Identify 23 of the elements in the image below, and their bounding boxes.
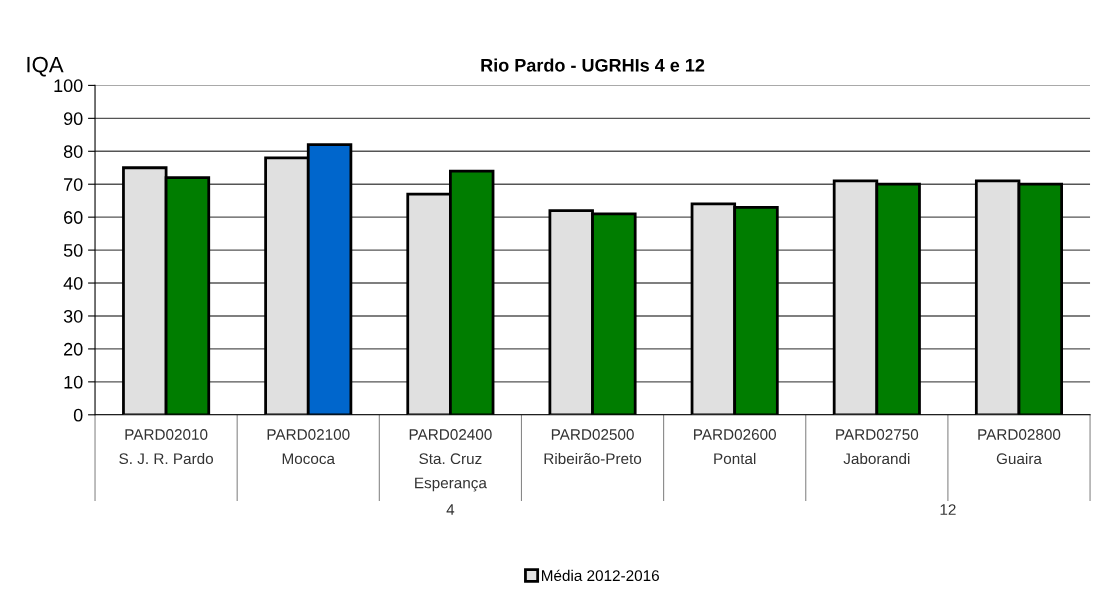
x-tick-label: PARD02600 Pontal: [694, 429, 776, 465]
x-tick-label: PARD02750 Jaborandi: [836, 429, 919, 465]
y-tick-label: 0: [73, 408, 83, 422]
y-tick-label: 30: [63, 309, 83, 323]
text: 4: [446, 504, 455, 515]
x-tick-label: PARD02400 Sta. Cruz Esperança: [409, 429, 492, 492]
legend-label: Média 2012-2016: [541, 569, 659, 582]
y-tick-label: 90: [63, 112, 83, 126]
chart-title: Rio Pardo - UGRHIs 4 e 12: [481, 58, 705, 72]
y-tick-label: 10: [64, 375, 83, 389]
y-axis-title: IQA: [27, 56, 64, 77]
text: 12: [940, 504, 956, 515]
x-tick-label: PARD02010 S. J. R. Pardo: [119, 429, 214, 465]
y-tick-label: 20: [64, 342, 83, 356]
x-tick-label: PARD02500 Ribeirão-Preto: [544, 429, 642, 465]
y-tick-label: 60: [64, 211, 83, 224]
y-tick-label: 40: [63, 276, 83, 290]
y-tick-label: 80: [63, 145, 83, 158]
y-tick-label: 70: [64, 178, 83, 191]
x-tick-label: PARD02800 Guaira: [978, 429, 1061, 465]
x-tick-label: PARD02100 Mococa: [267, 429, 350, 465]
y-tick-label: 100: [54, 79, 83, 93]
y-tick-label: 50: [63, 244, 83, 257]
